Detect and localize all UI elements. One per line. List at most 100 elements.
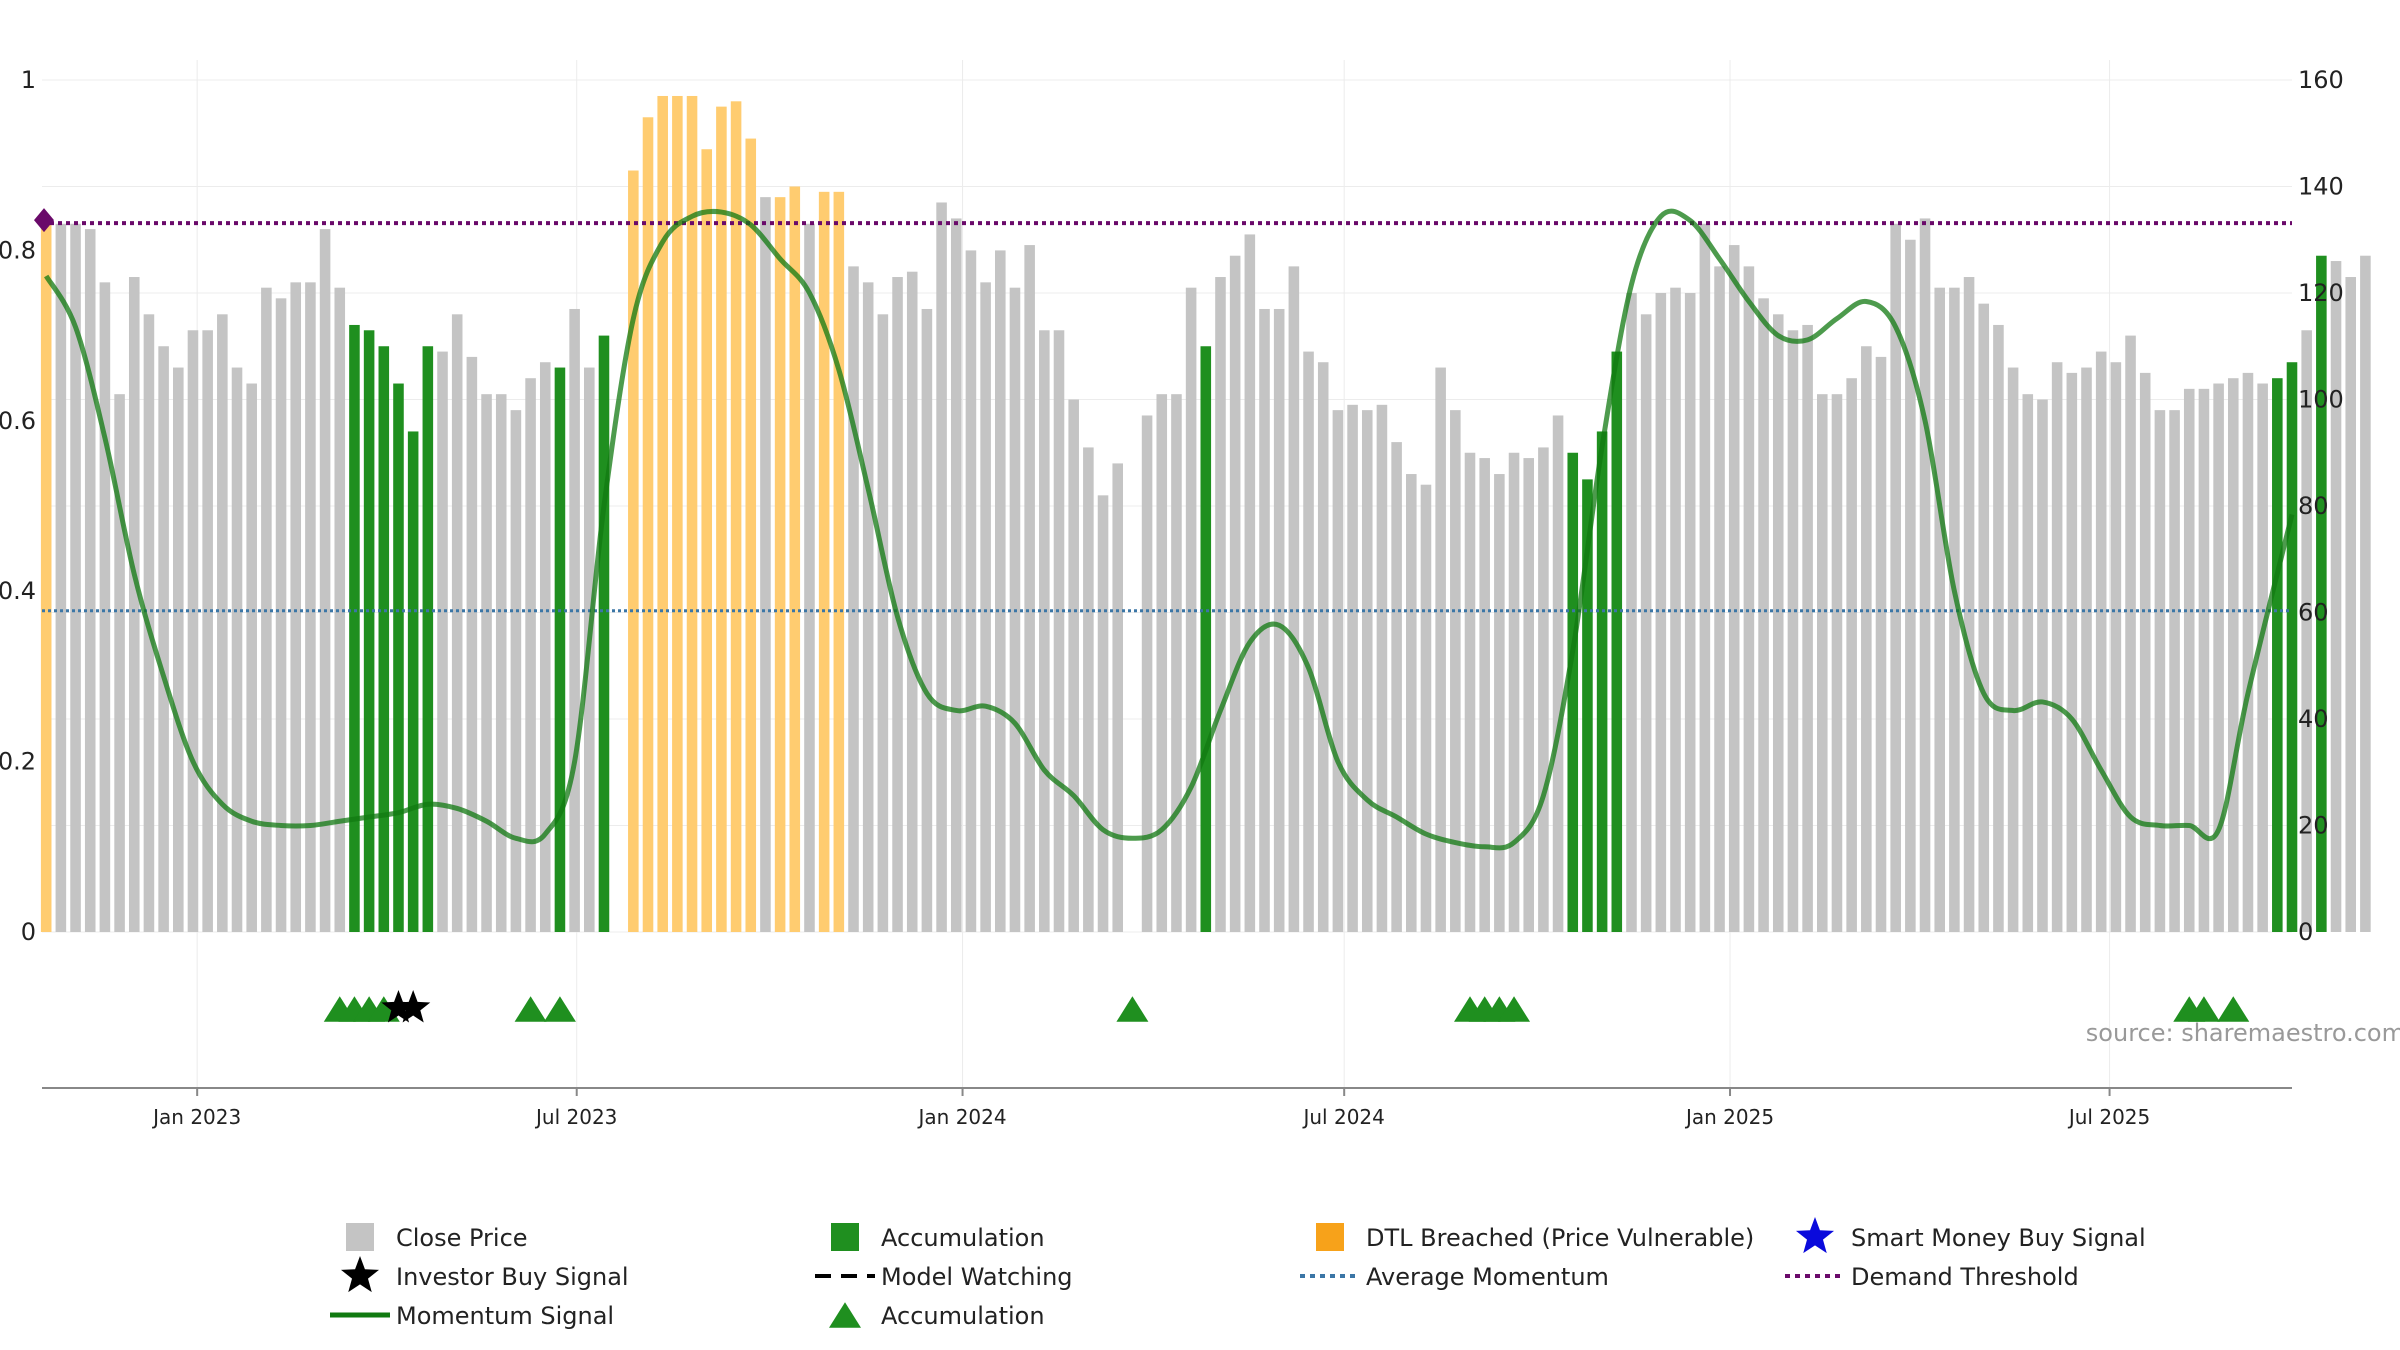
legend-investor_buy-star-icon bbox=[340, 1256, 380, 1293]
accumulation-triangle-marker bbox=[2217, 996, 2250, 1022]
bar-close bbox=[1097, 495, 1109, 932]
bar-dtl bbox=[818, 191, 830, 932]
legend-accumulation_bar-swatch bbox=[831, 1223, 859, 1251]
bar-acc bbox=[1582, 479, 1593, 932]
bar-close bbox=[1229, 255, 1241, 933]
bar-close bbox=[2345, 277, 2356, 932]
bar-close bbox=[1361, 410, 1373, 932]
bar-close bbox=[1743, 266, 1755, 932]
threshold-lines bbox=[34, 208, 2292, 613]
legend-investor_buy-label: Investor Buy Signal bbox=[396, 1263, 629, 1291]
y-right-tick-label: 20 bbox=[2298, 812, 2329, 840]
bar-close bbox=[525, 378, 536, 932]
bar-close bbox=[510, 410, 522, 932]
legend-accumulation_marker-triangle-icon bbox=[829, 1302, 861, 1328]
bar-acc bbox=[407, 431, 419, 932]
bar-close bbox=[231, 367, 243, 932]
bar-close bbox=[906, 271, 918, 932]
y-left-tick-label: 0.4 bbox=[0, 577, 36, 605]
x-tick-label: Jan 2025 bbox=[1684, 1105, 1774, 1129]
bar-close bbox=[1684, 293, 1696, 932]
bar-close bbox=[1640, 314, 1652, 932]
bar-close bbox=[2022, 394, 2034, 932]
bar-acc bbox=[1200, 346, 1212, 932]
bar-acc bbox=[378, 346, 390, 932]
x-tick-label: Jan 2023 bbox=[151, 1105, 241, 1129]
bar-close bbox=[1552, 415, 1564, 933]
legend-smart_money-label: Smart Money Buy Signal bbox=[1851, 1224, 2146, 1252]
bar-close bbox=[1171, 394, 1182, 932]
bar-close bbox=[1332, 410, 1344, 932]
bar-close bbox=[877, 314, 889, 932]
bar-close bbox=[1728, 245, 1740, 932]
legend: Close Price Accumulation DTL Breached (Pri… bbox=[330, 1217, 2146, 1330]
bar-close bbox=[1083, 447, 1094, 932]
bar-close bbox=[173, 367, 184, 932]
bar-dtl bbox=[686, 95, 698, 933]
bar-close bbox=[1919, 218, 1931, 932]
bar-close bbox=[1406, 474, 1417, 932]
bar-close bbox=[892, 277, 903, 932]
legend-dtl-label: DTL Breached (Price Vulnerable) bbox=[1366, 1224, 1754, 1252]
y-right-tick-label: 40 bbox=[2298, 705, 2329, 733]
bar-close bbox=[2007, 367, 2019, 932]
bar-close bbox=[114, 394, 125, 932]
bar-close bbox=[1875, 356, 1887, 932]
bar-close bbox=[2169, 410, 2180, 932]
bar-close bbox=[1538, 447, 1549, 932]
accumulation-triangle-marker bbox=[2187, 996, 2220, 1022]
bar-close bbox=[1772, 314, 1784, 932]
bar-dtl bbox=[40, 223, 52, 932]
bar-close bbox=[980, 282, 991, 933]
bar-close bbox=[1317, 362, 1329, 933]
bar-acc bbox=[2286, 362, 2298, 933]
bar-close bbox=[2051, 362, 2063, 933]
bar-acc bbox=[2316, 255, 2327, 933]
bar-close bbox=[1494, 474, 1505, 932]
bar-close bbox=[995, 250, 1006, 932]
bar-close bbox=[1273, 308, 1285, 933]
bar-acc bbox=[349, 324, 360, 932]
bar-dtl bbox=[730, 101, 742, 933]
bar-close bbox=[1303, 351, 1314, 932]
bar-close bbox=[2066, 372, 2078, 932]
bar-close bbox=[55, 223, 67, 932]
bar-close bbox=[1978, 303, 1990, 932]
bar-close bbox=[965, 250, 977, 932]
legend-demand_threshold-label: Demand Threshold bbox=[1851, 1263, 2079, 1291]
x-tick-label: Jul 2025 bbox=[2067, 1105, 2150, 1129]
accumulation-triangle-marker bbox=[1116, 996, 1149, 1022]
x-tick-label: Jul 2023 bbox=[534, 1105, 617, 1129]
bar-close bbox=[1817, 394, 1828, 932]
y-left-tick-label: 0.2 bbox=[0, 748, 36, 776]
bar-close bbox=[2037, 399, 2048, 932]
bar-dtl bbox=[833, 191, 845, 932]
bar-close bbox=[2081, 367, 2092, 932]
bar-close bbox=[290, 282, 302, 933]
bar-close bbox=[1949, 287, 1960, 932]
bar-close bbox=[569, 308, 580, 933]
bar-acc bbox=[1567, 452, 1579, 932]
accumulation-triangle-marker bbox=[514, 996, 547, 1022]
bar-close bbox=[99, 282, 111, 933]
bar-close bbox=[246, 383, 257, 932]
bar-close bbox=[936, 202, 947, 933]
legend-smart_money-star-icon bbox=[1795, 1217, 1835, 1254]
bar-close bbox=[1156, 394, 1168, 932]
y-left-tick-label: 0.6 bbox=[0, 407, 36, 435]
bar-close bbox=[2139, 372, 2151, 932]
y-right-tick-label: 140 bbox=[2298, 173, 2344, 201]
bar-close bbox=[1479, 458, 1490, 932]
y-right-tick-label: 100 bbox=[2298, 386, 2344, 414]
bar-close bbox=[275, 298, 287, 932]
bar-close bbox=[2198, 388, 2210, 933]
bar-acc bbox=[1596, 431, 1608, 932]
accumulation-triangle-marker bbox=[1498, 996, 1531, 1022]
bar-close bbox=[1112, 463, 1124, 932]
bar-close bbox=[804, 223, 815, 932]
bar-acc bbox=[422, 346, 434, 932]
bar-dtl bbox=[774, 197, 786, 932]
bar-close bbox=[1758, 298, 1769, 932]
y-left-tick-label: 1 bbox=[21, 66, 36, 94]
bar-close bbox=[158, 346, 169, 932]
